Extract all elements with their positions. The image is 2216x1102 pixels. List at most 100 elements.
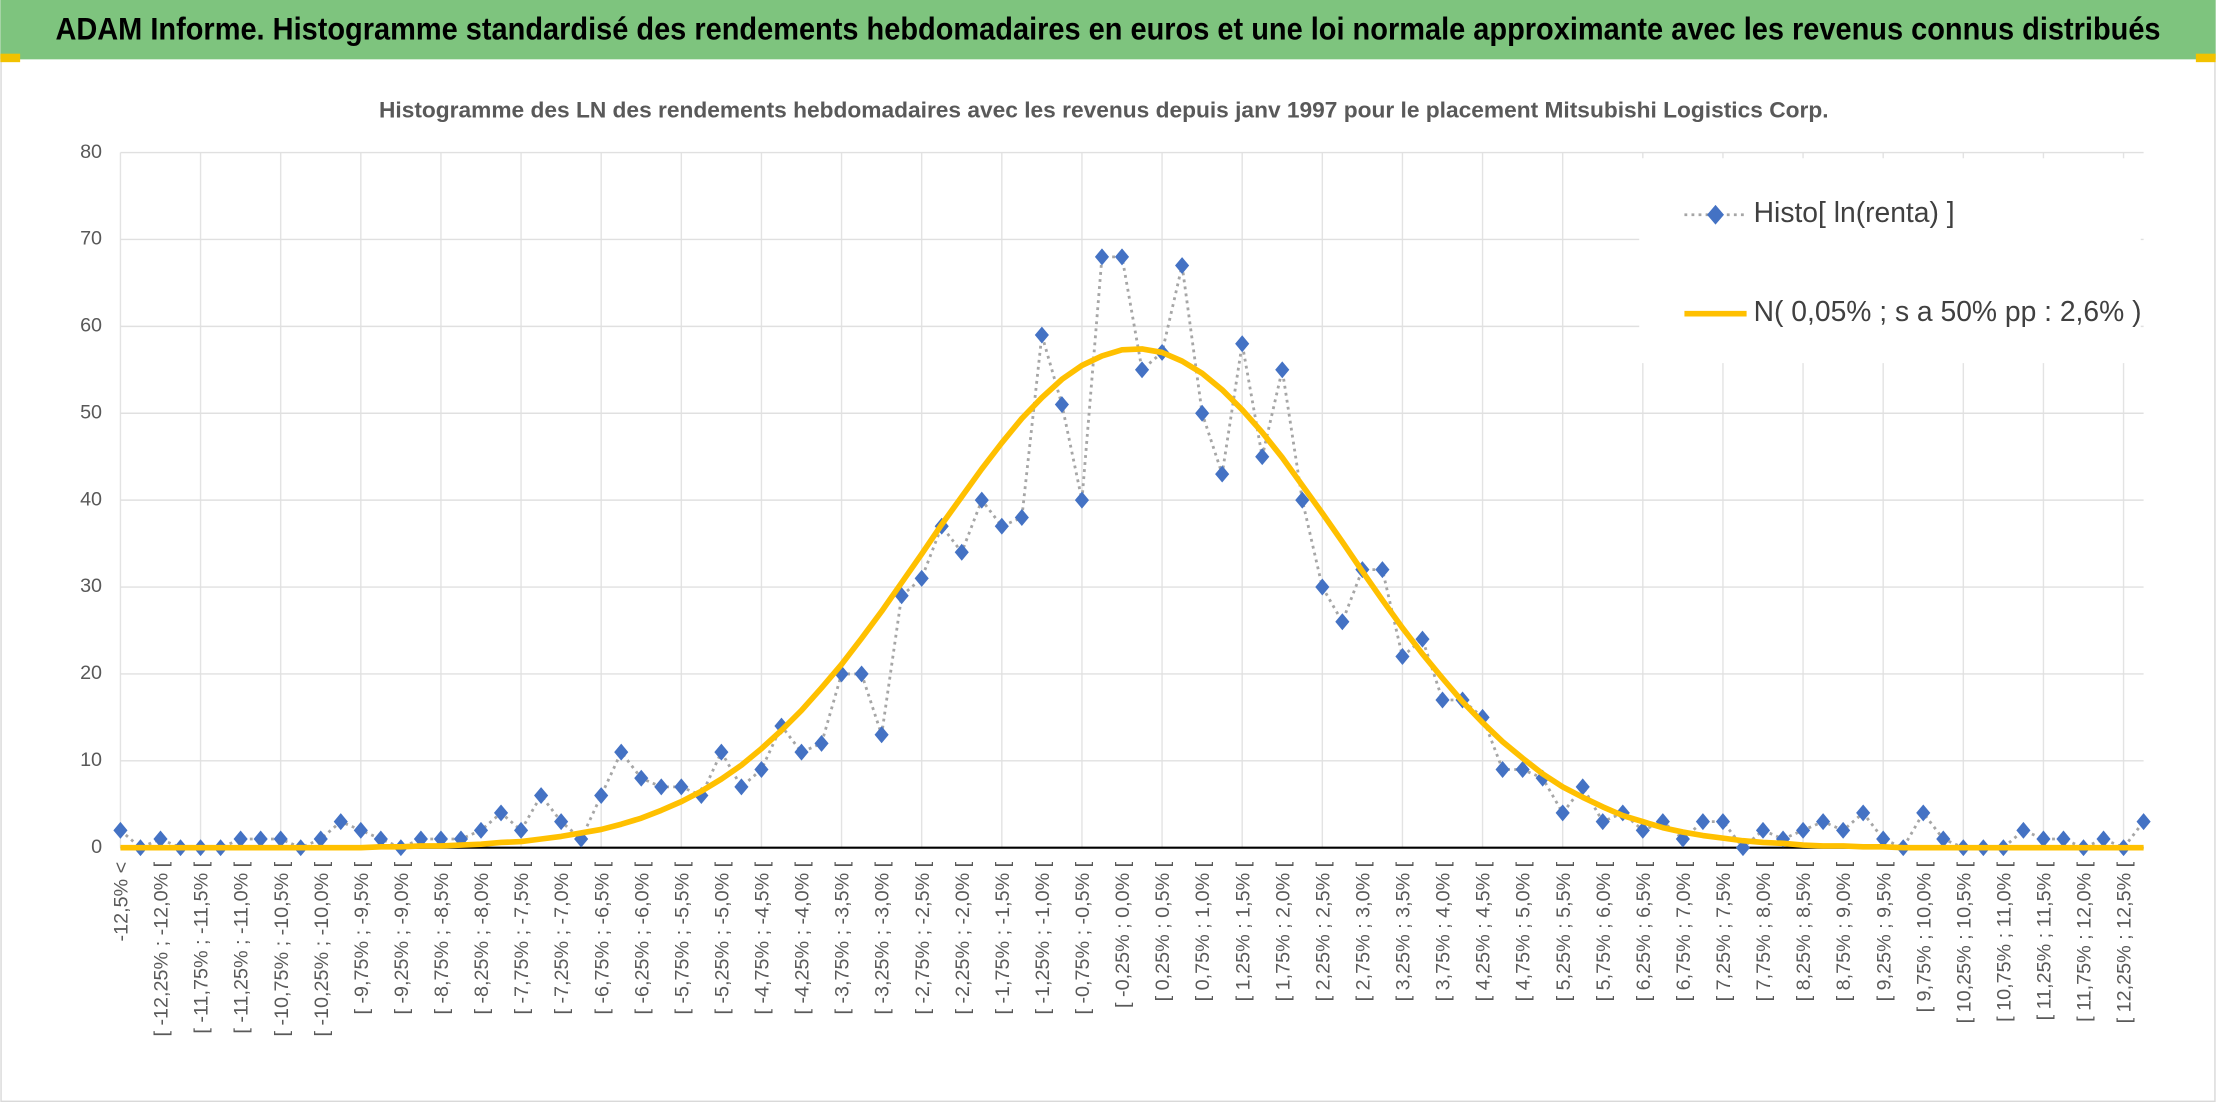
x-tick-label: [ -3,75% ; -3,5% [ [832, 861, 854, 1014]
diamond-marker [794, 743, 809, 761]
x-tick-label: [ 7,25% ; 7,5% [ [1713, 861, 1735, 1001]
y-tick-label: 40 [80, 488, 102, 510]
x-tick-label: [ -6,25% ; -6,0% [ [631, 861, 653, 1014]
x-tick-label: [ -9,75% ; -9,5% [ [351, 861, 373, 1014]
x-tick-label: [ 3,25% ; 3,5% [ [1393, 861, 1415, 1001]
x-tick-label: [ -11,25% ; -11,0% [ [231, 861, 253, 1033]
diamond-marker [1235, 335, 1250, 353]
diamond-marker [1034, 326, 1049, 344]
diamond-marker [353, 821, 368, 839]
diamond-marker [534, 787, 549, 805]
y-tick-label: 70 [80, 228, 102, 250]
y-tick-label: 20 [80, 662, 102, 684]
x-tick-label: [ 9,75% ; 10,0% [ [1913, 861, 1935, 1012]
plot [113, 248, 2151, 857]
diamond-marker [854, 665, 869, 683]
diamond-marker [654, 778, 669, 796]
diamond-marker [1395, 648, 1410, 666]
diamond-marker [1595, 813, 1610, 831]
diamond-marker [1796, 821, 1811, 839]
diamond-marker [874, 726, 889, 744]
diamond-marker [1195, 404, 1210, 422]
x-tick-label: [ -11,75% ; -11,5% [ [191, 861, 213, 1033]
diamond-marker [1094, 248, 1110, 266]
x-tick-label: [ -5,75% ; -5,5% [ [671, 861, 693, 1014]
diamond-marker [333, 813, 348, 831]
x-tick-label: [ -12,25% ; -12,0% [ [151, 861, 173, 1036]
diamond-marker [1715, 813, 1731, 831]
title-bar [0, 0, 2216, 60]
diamond-marker [1515, 761, 1530, 778]
legend-swatch [1707, 204, 1724, 225]
x-tick-label: [ -1,25% ; -1,0% [ [1032, 861, 1054, 1014]
x-tick-label: [ 12,25% ; 12,5% [ [2114, 861, 2136, 1023]
diamond-marker [554, 813, 569, 831]
y-tick-label: 50 [80, 401, 102, 423]
diamond-marker [974, 491, 989, 509]
legend-box [1639, 158, 2141, 364]
legend: Histo[ ln(renta) ] N( 0,05% ; s a 50% pp … [1639, 158, 2142, 364]
x-tick-label: [ 7,75% ; 8,0% [ [1753, 861, 1775, 1001]
diamond-marker [493, 804, 509, 822]
x-tick-label: [ -9,25% ; -9,0% [ [391, 861, 413, 1014]
x-tick-label: [ 10,75% ; 11,0% [ [1993, 861, 2015, 1022]
diamond-marker [1054, 396, 1069, 414]
x-tick-label: [ 1,75% ; 2,0% [ [1272, 861, 1294, 1001]
diamond-marker [1876, 830, 1891, 848]
diamond-marker [1836, 821, 1851, 839]
diamond-marker [373, 830, 388, 848]
x-tick-label: [ 5,75% ; 6,0% [ [1593, 861, 1615, 1001]
x-tick-label: [ 9,25% ; 9,5% [ [1873, 861, 1895, 1001]
y-tick-label: 0 [91, 836, 102, 858]
diamond-marker [994, 517, 1009, 535]
diamond-marker [1755, 821, 1771, 839]
x-tick-label: [ -10,25% ; -10,0% [ [311, 861, 333, 1036]
diamond-marker [1695, 813, 1710, 831]
diamond-marker [954, 543, 969, 561]
diamond-marker [1255, 448, 1270, 466]
diamond-marker [1275, 361, 1290, 379]
x-tick-label: [ 0,75% ; 1,0% [ [1192, 861, 1214, 1001]
diamond-marker [1435, 691, 1450, 709]
x-tick-label: [ -8,25% ; -8,0% [ [471, 861, 493, 1014]
diamond-marker [313, 830, 328, 848]
diamond-marker [473, 821, 489, 839]
diamond-marker [2036, 830, 2051, 848]
x-tick-label: [ 5,25% ; 5,5% [ [1553, 861, 1575, 1001]
x-tick-label: [ 2,75% ; 3,0% [ [1352, 861, 1374, 1001]
diamond-marker [1175, 257, 1190, 275]
diamond-marker [734, 778, 749, 796]
diamond-marker [1415, 630, 1430, 648]
x-tick-label: [ 10,25% ; 10,5% [ [1953, 861, 1975, 1023]
x-tick-label: [ 11,75% ; 12,0% [ [2074, 861, 2096, 1022]
diamond-marker [233, 830, 248, 848]
diamond-marker [253, 830, 268, 848]
diamond-marker [914, 569, 929, 587]
y-tick-label: 30 [80, 575, 102, 597]
x-tick-label: -12,5% < [111, 862, 133, 942]
diamond-marker [1495, 761, 1510, 778]
x-tick-label: [ 0,25% ; 0,5% [ [1152, 861, 1174, 1001]
diamond-marker [113, 821, 128, 839]
x-tick-label: [ -2,75% ; -2,5% [ [912, 861, 934, 1014]
x-tick-label: [ 4,25% ; 4,5% [ [1473, 861, 1495, 1001]
diamond-marker [814, 734, 829, 752]
diamond-marker [2016, 821, 2031, 839]
x-tick-label: [ 4,75% ; 5,0% [ [1513, 861, 1535, 1001]
x-tick-label: [ 2,25% ; 2,5% [ [1312, 861, 1334, 1001]
x-tick-label: [ -4,75% ; -4,5% [ [752, 861, 774, 1014]
y-tick-label: 80 [80, 141, 102, 163]
legend-label: N( 0,05% ; s a 50% pp : 2,6% ) [1754, 295, 2142, 327]
x-tick-label: [ -0,25% ; 0,0% [ [1112, 861, 1134, 1008]
legend-label: Histo[ ln(renta) ] [1754, 196, 1955, 228]
x-tick-label: [ -0,75% ; -0,5% [ [1072, 861, 1094, 1014]
x-tick-label: [ -1,75% ; -1,5% [ [992, 861, 1014, 1014]
x-tick-label: [ -2,25% ; -2,0% [ [952, 861, 974, 1014]
x-tick-label: [ 8,25% ; 8,5% [ [1793, 861, 1815, 1001]
diamond-marker [2136, 813, 2151, 831]
x-tick-label: [ 6,25% ; 6,5% [ [1633, 861, 1655, 1001]
x-tick-label: [ -3,25% ; -3,0% [ [872, 861, 894, 1014]
x-tick-label: [ 3,75% ; 4,0% [ [1433, 861, 1455, 1001]
grid: 0 10 20 30 40 50 60 70 80 -12,5% < [ -12,25% ; -12… [80, 141, 2144, 1037]
